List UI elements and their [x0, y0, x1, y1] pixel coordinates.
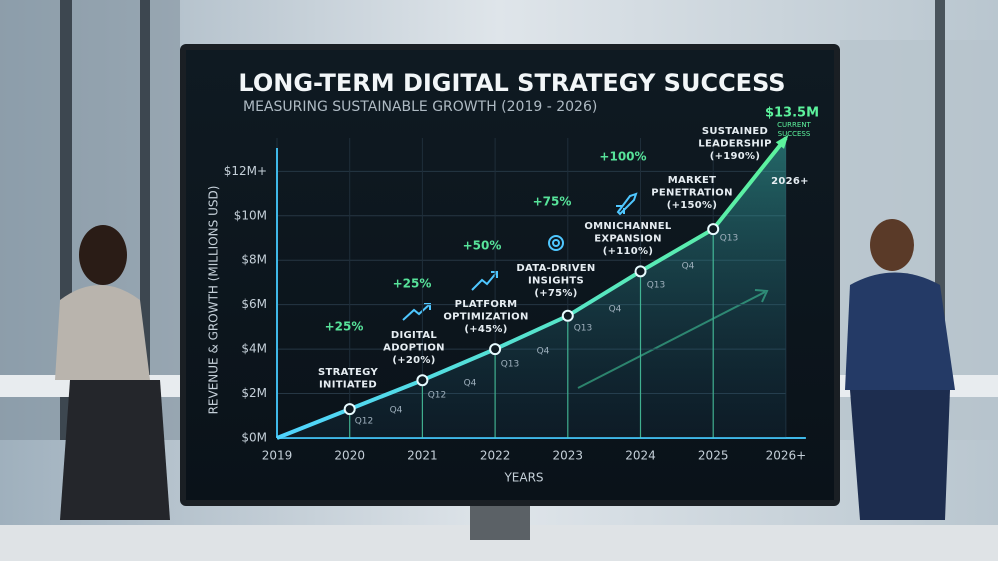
quarter-label: Q13	[501, 360, 520, 370]
x-tick-label: 2021	[407, 449, 438, 463]
milestone-label: (+45%)	[464, 324, 507, 335]
area	[277, 138, 786, 438]
y-tick-label: $4M	[241, 342, 267, 356]
y-tick-label: $0M	[241, 431, 267, 445]
y-tick-label: $10M	[234, 208, 267, 222]
rocket-icon	[616, 192, 638, 216]
x-tick-label: 2019	[262, 449, 293, 463]
growth-label: +25%	[393, 277, 432, 291]
quarter-label: Q4	[464, 379, 477, 389]
callout-text: SUCCESS	[778, 130, 811, 138]
quarter-label: Q4	[609, 305, 622, 315]
milestone-label: EXPANSION	[594, 234, 662, 245]
point	[561, 309, 574, 322]
x-tick-label: 2024	[625, 449, 656, 463]
milestone-label: ADOPTION	[383, 343, 445, 354]
growth-icon	[471, 271, 498, 291]
milestone-label: INITIATED	[319, 380, 377, 391]
milestone-label: LEADERSHIP	[698, 139, 771, 150]
x-axis-title: YEARS	[503, 471, 543, 485]
y-axis-title: REVENUE & GROWTH (MILLIONS USD)	[207, 186, 221, 415]
milestone-label: PENETRATION	[651, 188, 733, 199]
quarter-label: Q13	[574, 324, 593, 334]
line	[276, 136, 788, 440]
end-label: 2026+	[771, 176, 809, 187]
point	[707, 223, 720, 236]
callout-text: CURRENT	[777, 121, 811, 129]
icons	[402, 192, 638, 321]
milestone-label: PLATFORM	[455, 299, 518, 310]
gear-icon	[548, 235, 564, 251]
milestone-label: OMNICHANNEL	[584, 221, 672, 232]
gear-icon-center	[552, 239, 560, 247]
milestone-label: DIGITAL	[391, 330, 438, 341]
milestone-label: (+190%)	[710, 151, 761, 162]
y-tick-label: $6M	[241, 297, 267, 311]
x-tick-label: 2025	[698, 449, 729, 463]
quarter-label: Q13	[647, 281, 666, 291]
growth-label: +50%	[463, 239, 502, 253]
point	[416, 374, 429, 387]
point	[489, 343, 502, 356]
growth-label: +100%	[599, 150, 646, 164]
growth-label: +75%	[533, 195, 572, 209]
quarter-label: Q4	[682, 262, 695, 272]
y-tick-label: $2M	[241, 386, 267, 400]
growth-icon	[402, 303, 431, 321]
milestone-label: OPTIMIZATION	[443, 312, 528, 323]
arrow-head	[775, 134, 789, 149]
quarter-label: Q12	[355, 417, 374, 427]
x-tick-label: 2023	[553, 449, 584, 463]
y-tick-label: $8M	[241, 253, 267, 267]
x-tick-label: 2020	[334, 449, 365, 463]
milestone-label: STRATEGY	[318, 367, 378, 378]
quarter-label: Q12	[428, 391, 447, 401]
callout-value: $13.5M	[765, 106, 819, 121]
y-tick-label: $12M+	[224, 164, 267, 178]
chart-subtitle: MEASURING SUSTAINABLE GROWTH (2019 - 202…	[243, 99, 597, 115]
milestone-label: (+150%)	[667, 200, 718, 211]
chart-title: LONG-TERM DIGITAL STRATEGY SUCCESS	[238, 69, 785, 97]
point	[634, 265, 647, 278]
quarter-label: Q13	[720, 234, 739, 244]
milestone-label: SUSTAINED	[702, 126, 768, 137]
quarter-label: Q4	[390, 406, 403, 416]
point	[343, 403, 356, 416]
milestone-label: (+75%)	[534, 288, 577, 299]
milestone-label: INSIGHTS	[528, 276, 584, 287]
x-tick-label: 2022	[480, 449, 511, 463]
x-tick-label: 2026+	[766, 449, 807, 463]
quarter-label: Q4	[537, 347, 550, 357]
growth-label: +25%	[325, 320, 364, 334]
milestone-label: DATA-DRIVEN	[516, 263, 595, 274]
milestone-label: MARKET	[668, 175, 717, 186]
milestone-label: (+20%)	[392, 355, 435, 366]
milestone-label: (+110%)	[603, 246, 654, 257]
